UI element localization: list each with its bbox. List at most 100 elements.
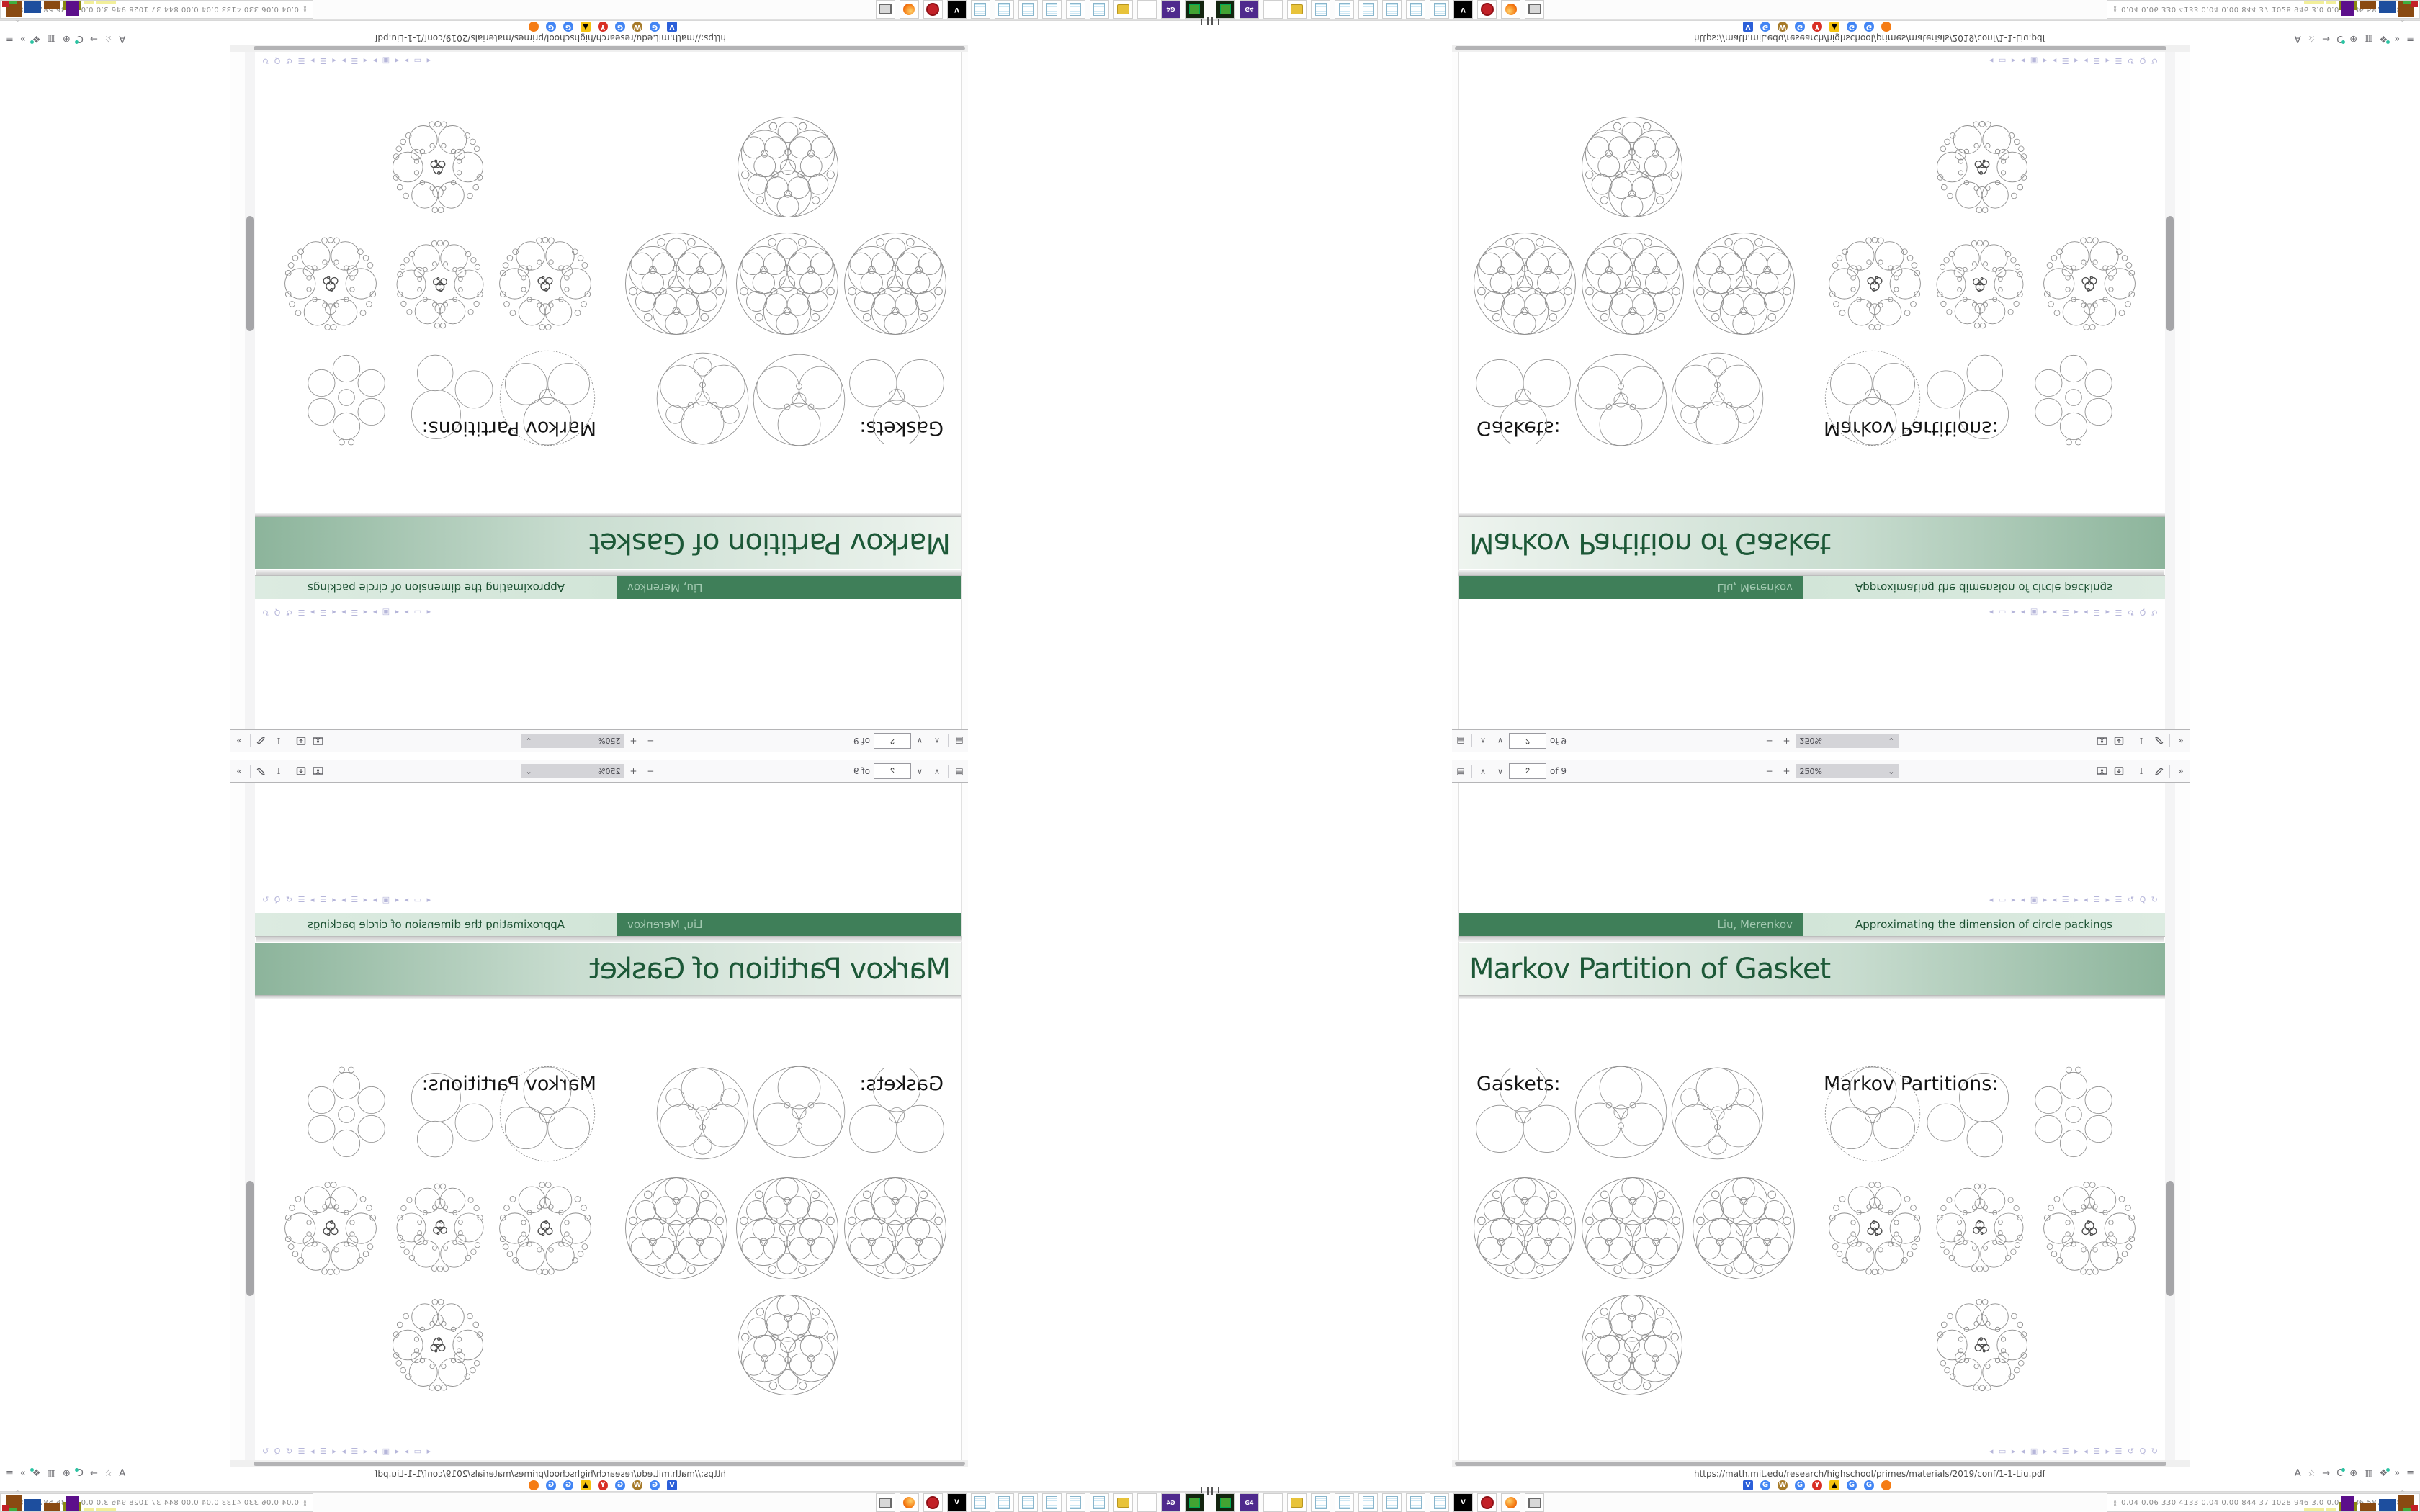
draw-pen-icon[interactable]: [253, 763, 270, 779]
launcher-notepad-icon[interactable]: [1430, 1493, 1449, 1512]
secondary-toolbar-toggle[interactable]: »: [236, 736, 242, 746]
beamer-nav-symbols[interactable]: ◂ ▭ ▸ ◂ ▣ ▸ ◂ ☰ ▸ ◂ ☰ ▸ ☰ ↺ Q ↻: [1989, 895, 2159, 904]
photos-favicon[interactable]: ▲: [1829, 1480, 1839, 1490]
save-icon[interactable]: [292, 763, 310, 779]
zoom-in-button[interactable]: +: [1783, 736, 1791, 746]
launcher-notepad-icon[interactable]: [1018, 0, 1038, 19]
photos-favicon[interactable]: ▲: [1829, 22, 1839, 32]
vertical-scrollbar-track[interactable]: [2165, 52, 2175, 729]
launcher-terminal-icon[interactable]: [1185, 0, 1204, 19]
system-monitor-applet[interactable]: ∧ ∧ 0.04 0.06 330 4133 0.04 0.00 844 37 1…: [0, 1493, 313, 1512]
globe-icon[interactable]: ⊕: [2349, 1468, 2358, 1479]
save-icon[interactable]: [2110, 763, 2128, 779]
launcher-blank-icon[interactable]: [1137, 1493, 1157, 1512]
translate-icon[interactable]: A: [119, 33, 126, 44]
text-tool-icon[interactable]: I: [277, 766, 281, 776]
reload-icon[interactable]: C: [2336, 33, 2344, 44]
firefox-favicon[interactable]: [529, 22, 539, 32]
launcher-red-icon[interactable]: [923, 0, 943, 19]
launcher-blank-icon[interactable]: [1263, 1493, 1283, 1512]
y-favicon[interactable]: Y: [1812, 22, 1822, 32]
zoom-out-button[interactable]: −: [647, 736, 655, 746]
pdf-viewer-area[interactable]: ◂ ▭ ▸ ◂ ▣ ▸ ◂ ☰ ▸ ◂ ☰ ▸ ☰ ↺ Q ↻ Liu, Mer…: [230, 783, 968, 1460]
launcher-blank-icon[interactable]: [1137, 0, 1157, 19]
presentation-mode-icon[interactable]: [310, 763, 327, 779]
w-favicon[interactable]: W: [632, 22, 642, 32]
launcher-notepad-icon[interactable]: [1090, 0, 1109, 19]
bookmark-star-icon[interactable]: ☆: [2307, 33, 2316, 44]
launcher-v-icon[interactable]: V: [1453, 1493, 1473, 1512]
launcher-notepad-icon[interactable]: [1382, 1493, 1402, 1512]
google-favicon[interactable]: G: [1864, 1480, 1874, 1490]
vertical-scrollbar-thumb[interactable]: [246, 1181, 254, 1296]
page-number-input[interactable]: [874, 763, 911, 779]
sidebar-toggle-icon[interactable]: ▤: [955, 736, 964, 746]
menu-hamburger-icon[interactable]: ≡: [2406, 1468, 2414, 1479]
overflow-chevron-icon[interactable]: »: [19, 1468, 26, 1479]
menu-hamburger-icon[interactable]: ≡: [6, 1468, 14, 1479]
firefox-favicon[interactable]: [1881, 1480, 1891, 1490]
v-favicon[interactable]: V: [1743, 1480, 1753, 1490]
launcher-notepad-icon[interactable]: [995, 1493, 1014, 1512]
launcher-notepad-icon[interactable]: [971, 1493, 990, 1512]
launcher-notepad-icon[interactable]: [1042, 1493, 1062, 1512]
google-favicon[interactable]: G: [650, 1480, 660, 1490]
extensions-puzzle-icon[interactable]: ❖: [2379, 1468, 2390, 1479]
page-up-button[interactable]: ∧: [1479, 736, 1487, 746]
photos-favicon[interactable]: ▲: [581, 1480, 591, 1490]
launcher-firefox-icon[interactable]: [1501, 0, 1520, 19]
vertical-scrollbar-track[interactable]: [245, 783, 255, 1460]
launcher-terminal-icon[interactable]: [1185, 1493, 1204, 1512]
sidebar-toggle-icon[interactable]: ▤: [955, 766, 964, 776]
google-favicon[interactable]: G: [1847, 22, 1857, 32]
beamer-nav-symbols[interactable]: ◂ ▭ ▸ ◂ ▣ ▸ ◂ ☰ ▸ ◂ ☰ ▸ ☰ ↺ Q ↻: [261, 608, 431, 617]
zoom-in-button[interactable]: +: [629, 766, 637, 776]
sidebar-toggle-icon[interactable]: ▤: [1456, 766, 1465, 776]
launcher-blank-icon[interactable]: [1263, 0, 1283, 19]
launcher-terminal-icon[interactable]: [1216, 1493, 1235, 1512]
zoom-select[interactable]: 250% ⌄: [521, 734, 625, 748]
page-down-button[interactable]: ∨: [1497, 766, 1504, 776]
extensions-puzzle-icon[interactable]: ❖: [32, 33, 41, 44]
launcher-display-icon[interactable]: [876, 0, 895, 19]
launcher-red-icon[interactable]: [1477, 1493, 1497, 1512]
launcher-notepad-icon[interactable]: [995, 0, 1014, 19]
reload-icon[interactable]: C: [2336, 1468, 2346, 1479]
url-text[interactable]: https://math.mit.edu/research/highschool…: [1694, 1469, 2045, 1479]
save-icon[interactable]: [292, 733, 310, 749]
firefox-favicon[interactable]: [1881, 22, 1891, 32]
archive-extension-icon[interactable]: ▥: [2364, 1468, 2373, 1479]
w-favicon[interactable]: W: [632, 1480, 642, 1490]
launcher-notepad-icon[interactable]: [1382, 0, 1402, 19]
arrow-icon[interactable]: →: [89, 1468, 98, 1479]
google-favicon[interactable]: G: [1795, 1480, 1805, 1490]
launcher-notepad-icon[interactable]: [1311, 1493, 1330, 1512]
zoom-in-button[interactable]: +: [629, 736, 637, 746]
horizontal-scrollbar-thumb[interactable]: [254, 46, 965, 50]
launcher-notepad-icon[interactable]: [1018, 1493, 1038, 1512]
system-monitor-applet[interactable]: ∧ ∧ 0.04 0.06 330 4133 0.04 0.00 844 37 1…: [2107, 1493, 2420, 1512]
launcher-notepad-icon[interactable]: [1358, 1493, 1378, 1512]
launcher-notepad-icon[interactable]: [1335, 0, 1354, 19]
google-favicon[interactable]: G: [563, 1480, 573, 1490]
beamer-nav-symbols[interactable]: ◂ ▭ ▸ ◂ ▣ ▸ ◂ ☰ ▸ ◂ ☰ ▸ ☰ ↺ Q ↻: [1989, 608, 2159, 617]
vertical-scrollbar-thumb[interactable]: [2166, 216, 2174, 331]
beamer-nav-symbols[interactable]: ◂ ▭ ▸ ◂ ▣ ▸ ◂ ☰ ▸ ◂ ☰ ▸ ☰ ↺ Q ↻: [261, 1446, 431, 1456]
globe-icon[interactable]: ⊕: [62, 33, 71, 44]
save-icon[interactable]: [2110, 733, 2128, 749]
launcher-display-icon[interactable]: [876, 1493, 895, 1512]
page-number-input[interactable]: [1509, 763, 1546, 779]
w-favicon[interactable]: W: [1778, 1480, 1788, 1490]
system-monitor-applet[interactable]: ∧ ∧ 0.04 0.06 330 4133 0.04 0.00 844 37 1…: [2107, 0, 2420, 19]
page-up-button[interactable]: ∧: [933, 766, 941, 776]
vertical-scrollbar-thumb[interactable]: [246, 216, 254, 331]
zoom-select[interactable]: 250% ⌄: [1795, 734, 1899, 748]
globe-icon[interactable]: ⊕: [2349, 33, 2358, 44]
zoom-select[interactable]: 250% ⌄: [1795, 764, 1899, 778]
google-favicon[interactable]: G: [546, 22, 556, 32]
launcher-red-icon[interactable]: [923, 1493, 943, 1512]
page-up-button[interactable]: ∧: [1479, 766, 1487, 776]
draw-pen-icon[interactable]: [2150, 763, 2167, 779]
beamer-nav-symbols[interactable]: ◂ ▭ ▸ ◂ ▣ ▸ ◂ ☰ ▸ ◂ ☰ ▸ ☰ ↺ Q ↻: [1989, 56, 2159, 66]
v-favicon[interactable]: V: [667, 22, 677, 32]
